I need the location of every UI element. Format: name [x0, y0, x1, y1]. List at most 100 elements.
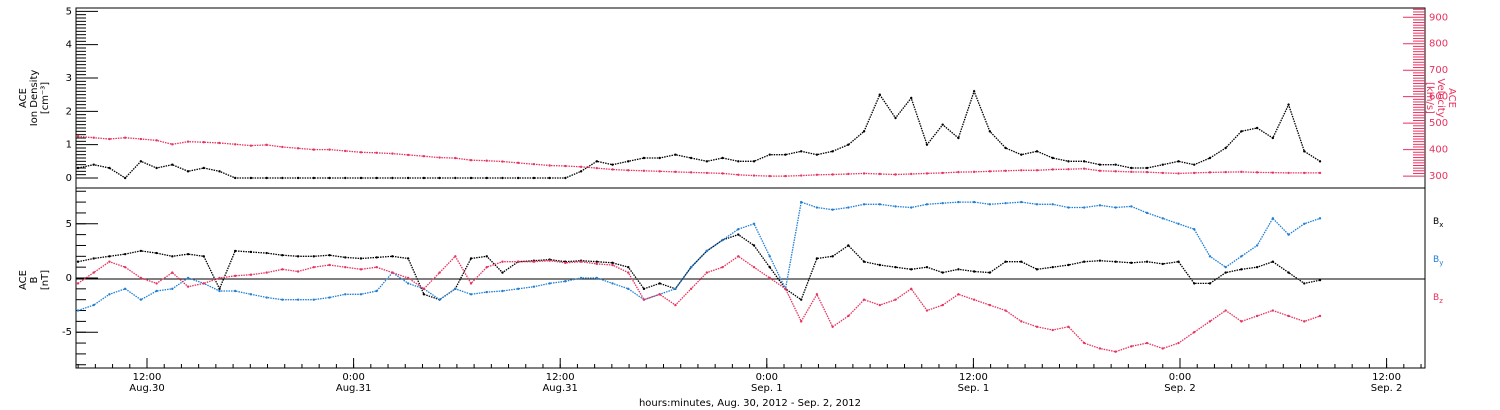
bz-point: [375, 265, 378, 269]
bz-point: [564, 261, 567, 265]
bx-point: [1287, 271, 1290, 274]
bz-point: [1287, 314, 1290, 318]
by-point: [1303, 222, 1306, 225]
velocity-point: [689, 171, 693, 174]
bz-point: [737, 255, 740, 258]
by-point: [328, 296, 331, 299]
bz-point: [155, 282, 158, 285]
bz-point: [1004, 309, 1007, 312]
density-point: [972, 90, 976, 93]
bz-point: [1224, 309, 1227, 312]
time-tick-label: 0:00: [756, 372, 778, 383]
velocity-point: [281, 145, 284, 149]
bz-point: [422, 287, 426, 291]
by-point: [1082, 206, 1086, 209]
by-point: [1240, 255, 1243, 258]
velocity-point: [155, 139, 158, 142]
bz-point: [1145, 341, 1149, 345]
bz-point: [957, 293, 960, 296]
bx-point: [988, 271, 992, 274]
by-point: [1177, 222, 1180, 225]
bz-point: [752, 265, 756, 269]
velocity-tick-label: 700: [1429, 65, 1448, 76]
bz-point: [501, 260, 504, 263]
velocity-point: [705, 171, 709, 175]
by-point: [910, 206, 913, 209]
bx-point: [611, 261, 614, 265]
bx-point: [737, 233, 740, 236]
bz-point: [296, 270, 300, 273]
by-point: [674, 287, 677, 291]
bx-point: [1114, 260, 1117, 263]
density-point: [752, 160, 756, 163]
bx-point: [658, 282, 661, 285]
bz-point: [1271, 309, 1275, 312]
bx-point: [406, 257, 410, 260]
density-point: [737, 160, 740, 163]
by-point: [1145, 211, 1149, 215]
by-point: [344, 293, 347, 296]
density-point: [469, 176, 473, 180]
by-point: [155, 289, 158, 293]
bx-point: [1271, 260, 1275, 263]
velocity-point: [642, 169, 646, 172]
density-point: [815, 153, 819, 156]
density-point: [375, 176, 378, 180]
bz-point: [234, 274, 237, 278]
by-point: [92, 303, 95, 307]
density-point: [139, 160, 143, 163]
density-point: [862, 130, 866, 133]
density-point: [1098, 163, 1102, 166]
density-point: [1193, 163, 1196, 166]
time-tick-label: 0:00: [342, 372, 364, 383]
bx-point: [642, 287, 646, 291]
bx-point: [1145, 260, 1149, 263]
bz-point: [76, 282, 80, 285]
b-field-tick-label: 5: [66, 219, 72, 230]
bz-point: [1303, 320, 1306, 323]
bz-point: [92, 271, 95, 274]
legend-bx: Bx: [1433, 217, 1443, 229]
density-tick-label: 3: [66, 73, 72, 84]
bz-point: [988, 303, 992, 307]
by-series-line: [77, 201, 1321, 312]
velocity-point: [1318, 171, 1322, 175]
bz-point: [799, 320, 803, 323]
by-point: [972, 200, 976, 204]
velocity-point: [328, 148, 331, 151]
date-tick-label: Sep. 2: [1164, 383, 1196, 394]
velocity-point: [92, 136, 95, 139]
velocity-tick-label: 800: [1429, 39, 1448, 50]
b-field-tick-label: 0: [66, 273, 72, 284]
bz-point: [910, 287, 913, 291]
bz-point: [202, 282, 205, 285]
by-point: [1020, 200, 1023, 204]
density-point: [422, 176, 426, 180]
density-point: [1067, 160, 1070, 163]
bz-point: [768, 276, 771, 280]
bz-point: [1114, 350, 1117, 353]
density-point: [1161, 163, 1164, 166]
by-point: [831, 208, 834, 211]
density-point: [988, 130, 992, 133]
bx-point: [234, 249, 237, 253]
bx-point: [972, 270, 976, 273]
density-point: [108, 166, 111, 170]
bx-point: [1255, 265, 1259, 269]
density-point: [186, 170, 190, 173]
by-point: [847, 206, 850, 209]
density-point: [1035, 150, 1039, 153]
velocity-point: [595, 166, 599, 170]
bz-point: [847, 314, 850, 318]
velocity-point: [454, 156, 457, 160]
velocity-point: [1177, 172, 1180, 175]
velocity-point: [1004, 169, 1007, 172]
density-point: [1145, 166, 1149, 170]
bx-point: [1051, 265, 1054, 269]
bz-point: [469, 282, 473, 285]
density-point: [799, 150, 803, 153]
by-point: [1098, 204, 1102, 207]
velocity-point: [894, 173, 897, 176]
density-point: [878, 93, 881, 96]
velocity-point: [501, 160, 504, 163]
